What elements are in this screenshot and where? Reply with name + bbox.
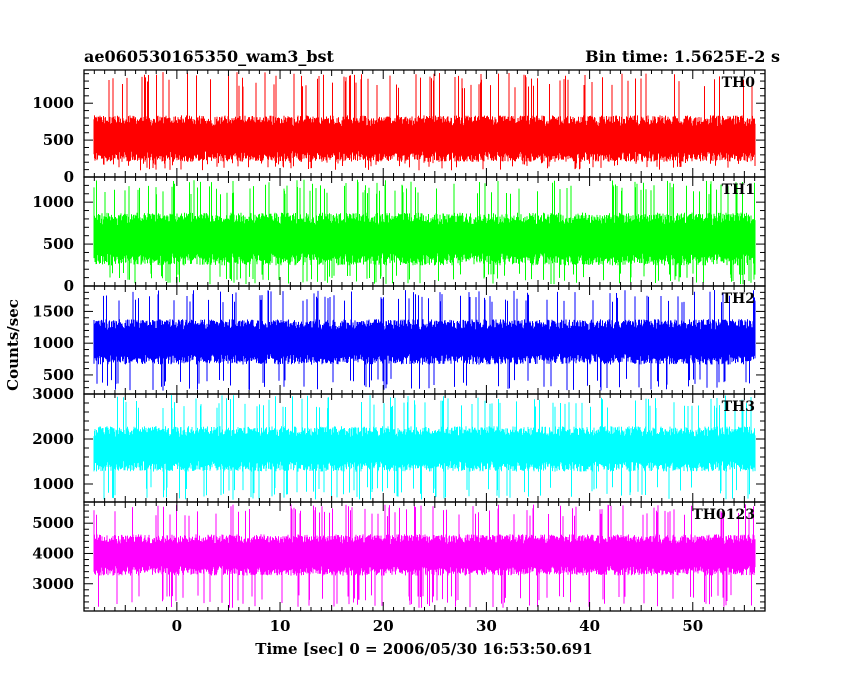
chart-title-left: ae060530165350_wam3_bst (84, 47, 335, 66)
y-tick-label-th3: 2000 (32, 430, 74, 448)
panel-th3: 1000 2000 3000 TH3 (32, 385, 766, 503)
chart-title-right: Bin time: 1.5625E-2 s (585, 47, 780, 66)
y-tick-label-th0123: 4000 (32, 544, 74, 562)
panel-th1: 0 500 1000 TH1 (32, 176, 766, 295)
y-tick-label-th0: 500 (43, 131, 74, 149)
series-th0 (93, 72, 756, 171)
y-tick-label-th1: 0 (64, 277, 74, 295)
x-tick-label: 20 (373, 617, 394, 635)
x-axis: 0 10 20 30 40 50 (172, 617, 704, 635)
y-axis-label: Counts/sec (4, 299, 22, 391)
y-tick-label-th1: 1000 (32, 193, 74, 211)
x-tick-label: 30 (476, 617, 497, 635)
panel-label-th0: TH0 (722, 75, 756, 91)
y-tick-label-th2: 500 (43, 366, 74, 384)
panel-th2: 500 1000 1500 TH2 (32, 285, 766, 395)
x-tick-label: 10 (270, 617, 291, 635)
panels-group: 0 500 1000 TH0 0 500 1000 TH1 500 1000 1500 TH2 1000… (32, 69, 766, 612)
y-tick-label-th0123: 5000 (32, 514, 74, 532)
y-tick-label-th2: 1500 (32, 302, 74, 320)
y-tick-label-th0: 0 (64, 168, 74, 186)
series-th0123 (93, 504, 756, 608)
panel-label-th2: TH2 (722, 291, 755, 307)
x-axis-label: Time [sec] 0 = 2006/05/30 16:53:50.691 (255, 640, 592, 658)
series-th3 (93, 395, 756, 500)
panel-label-th1: TH1 (722, 182, 755, 198)
y-tick-label-th0: 1000 (32, 94, 74, 112)
y-tick-label-th2: 1000 (32, 334, 74, 352)
panel-label-th0123: TH0123 (692, 507, 755, 523)
y-tick-label-th1: 500 (43, 235, 74, 253)
x-tick-label: 0 (172, 617, 182, 635)
y-tick-label-th0123: 3000 (32, 575, 74, 593)
panel-th0: 0 500 1000 TH0 (32, 69, 766, 186)
series-th2 (93, 290, 756, 391)
series-th1 (93, 179, 756, 285)
panel-th0123: 3000 4000 5000 TH0123 (32, 501, 766, 612)
y-tick-label-th3: 1000 (32, 475, 74, 493)
panel-label-th3: TH3 (722, 399, 755, 415)
x-tick-label: 50 (682, 617, 703, 635)
x-tick-label: 40 (579, 617, 600, 635)
y-tick-label-th3: 3000 (32, 385, 74, 403)
